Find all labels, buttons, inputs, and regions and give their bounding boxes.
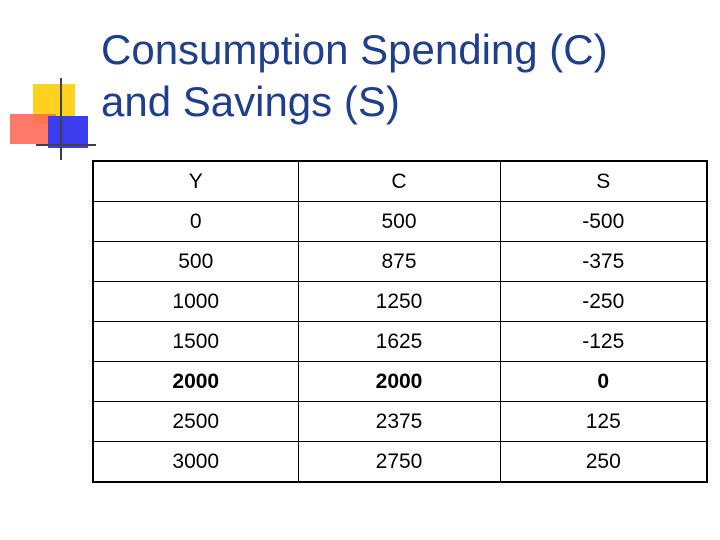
cell-y: 1000 (92, 281, 299, 322)
table-row: 500 875 -375 (92, 241, 708, 282)
cell-s: -250 (499, 281, 708, 322)
vertical-line-decoration (60, 78, 62, 160)
cell-y: 2000 (92, 361, 299, 402)
cell-c: 2375 (297, 401, 501, 442)
cell-s: 125 (499, 401, 708, 442)
header-cell-c: C (297, 160, 501, 202)
header-cell-y: Y (92, 160, 299, 202)
consumption-savings-table: Y C S 0 500 -500 500 875 -375 1000 1250 … (92, 160, 708, 483)
table-row-equilibrium: 2000 2000 0 (92, 361, 708, 402)
cell-c: 2750 (297, 441, 501, 483)
cell-s: -125 (499, 321, 708, 362)
cell-c: 1625 (297, 321, 501, 362)
cell-c: 1250 (297, 281, 501, 322)
table-row: 0 500 -500 (92, 201, 708, 242)
cell-y: 0 (92, 201, 299, 242)
cell-y: 2500 (92, 401, 299, 442)
cell-s: 0 (499, 361, 708, 402)
cell-s: -500 (499, 201, 708, 242)
cell-s: 250 (499, 441, 708, 483)
table-row: 2500 2375 125 (92, 401, 708, 442)
slide-decoration (0, 0, 100, 170)
table-row: 1000 1250 -250 (92, 281, 708, 322)
blue-square-decoration (48, 116, 88, 148)
cell-y: 1500 (92, 321, 299, 362)
cell-c: 875 (297, 241, 501, 282)
cell-y: 500 (92, 241, 299, 282)
cell-y: 3000 (92, 441, 299, 483)
slide-title-line-2: and Savings (S) (101, 78, 400, 125)
header-cell-s: S (499, 160, 708, 202)
table-row: 1500 1625 -125 (92, 321, 708, 362)
slide-title-line-1: Consumption Spending (C) (101, 26, 608, 73)
cell-c: 2000 (297, 361, 501, 402)
cell-s: -375 (499, 241, 708, 282)
horizontal-line-decoration (36, 144, 96, 146)
slide-title: Consumption Spending (C) and Savings (S) (101, 24, 701, 128)
table-header-row: Y C S (92, 160, 708, 202)
table-row: 3000 2750 250 (92, 441, 708, 483)
cell-c: 500 (297, 201, 501, 242)
